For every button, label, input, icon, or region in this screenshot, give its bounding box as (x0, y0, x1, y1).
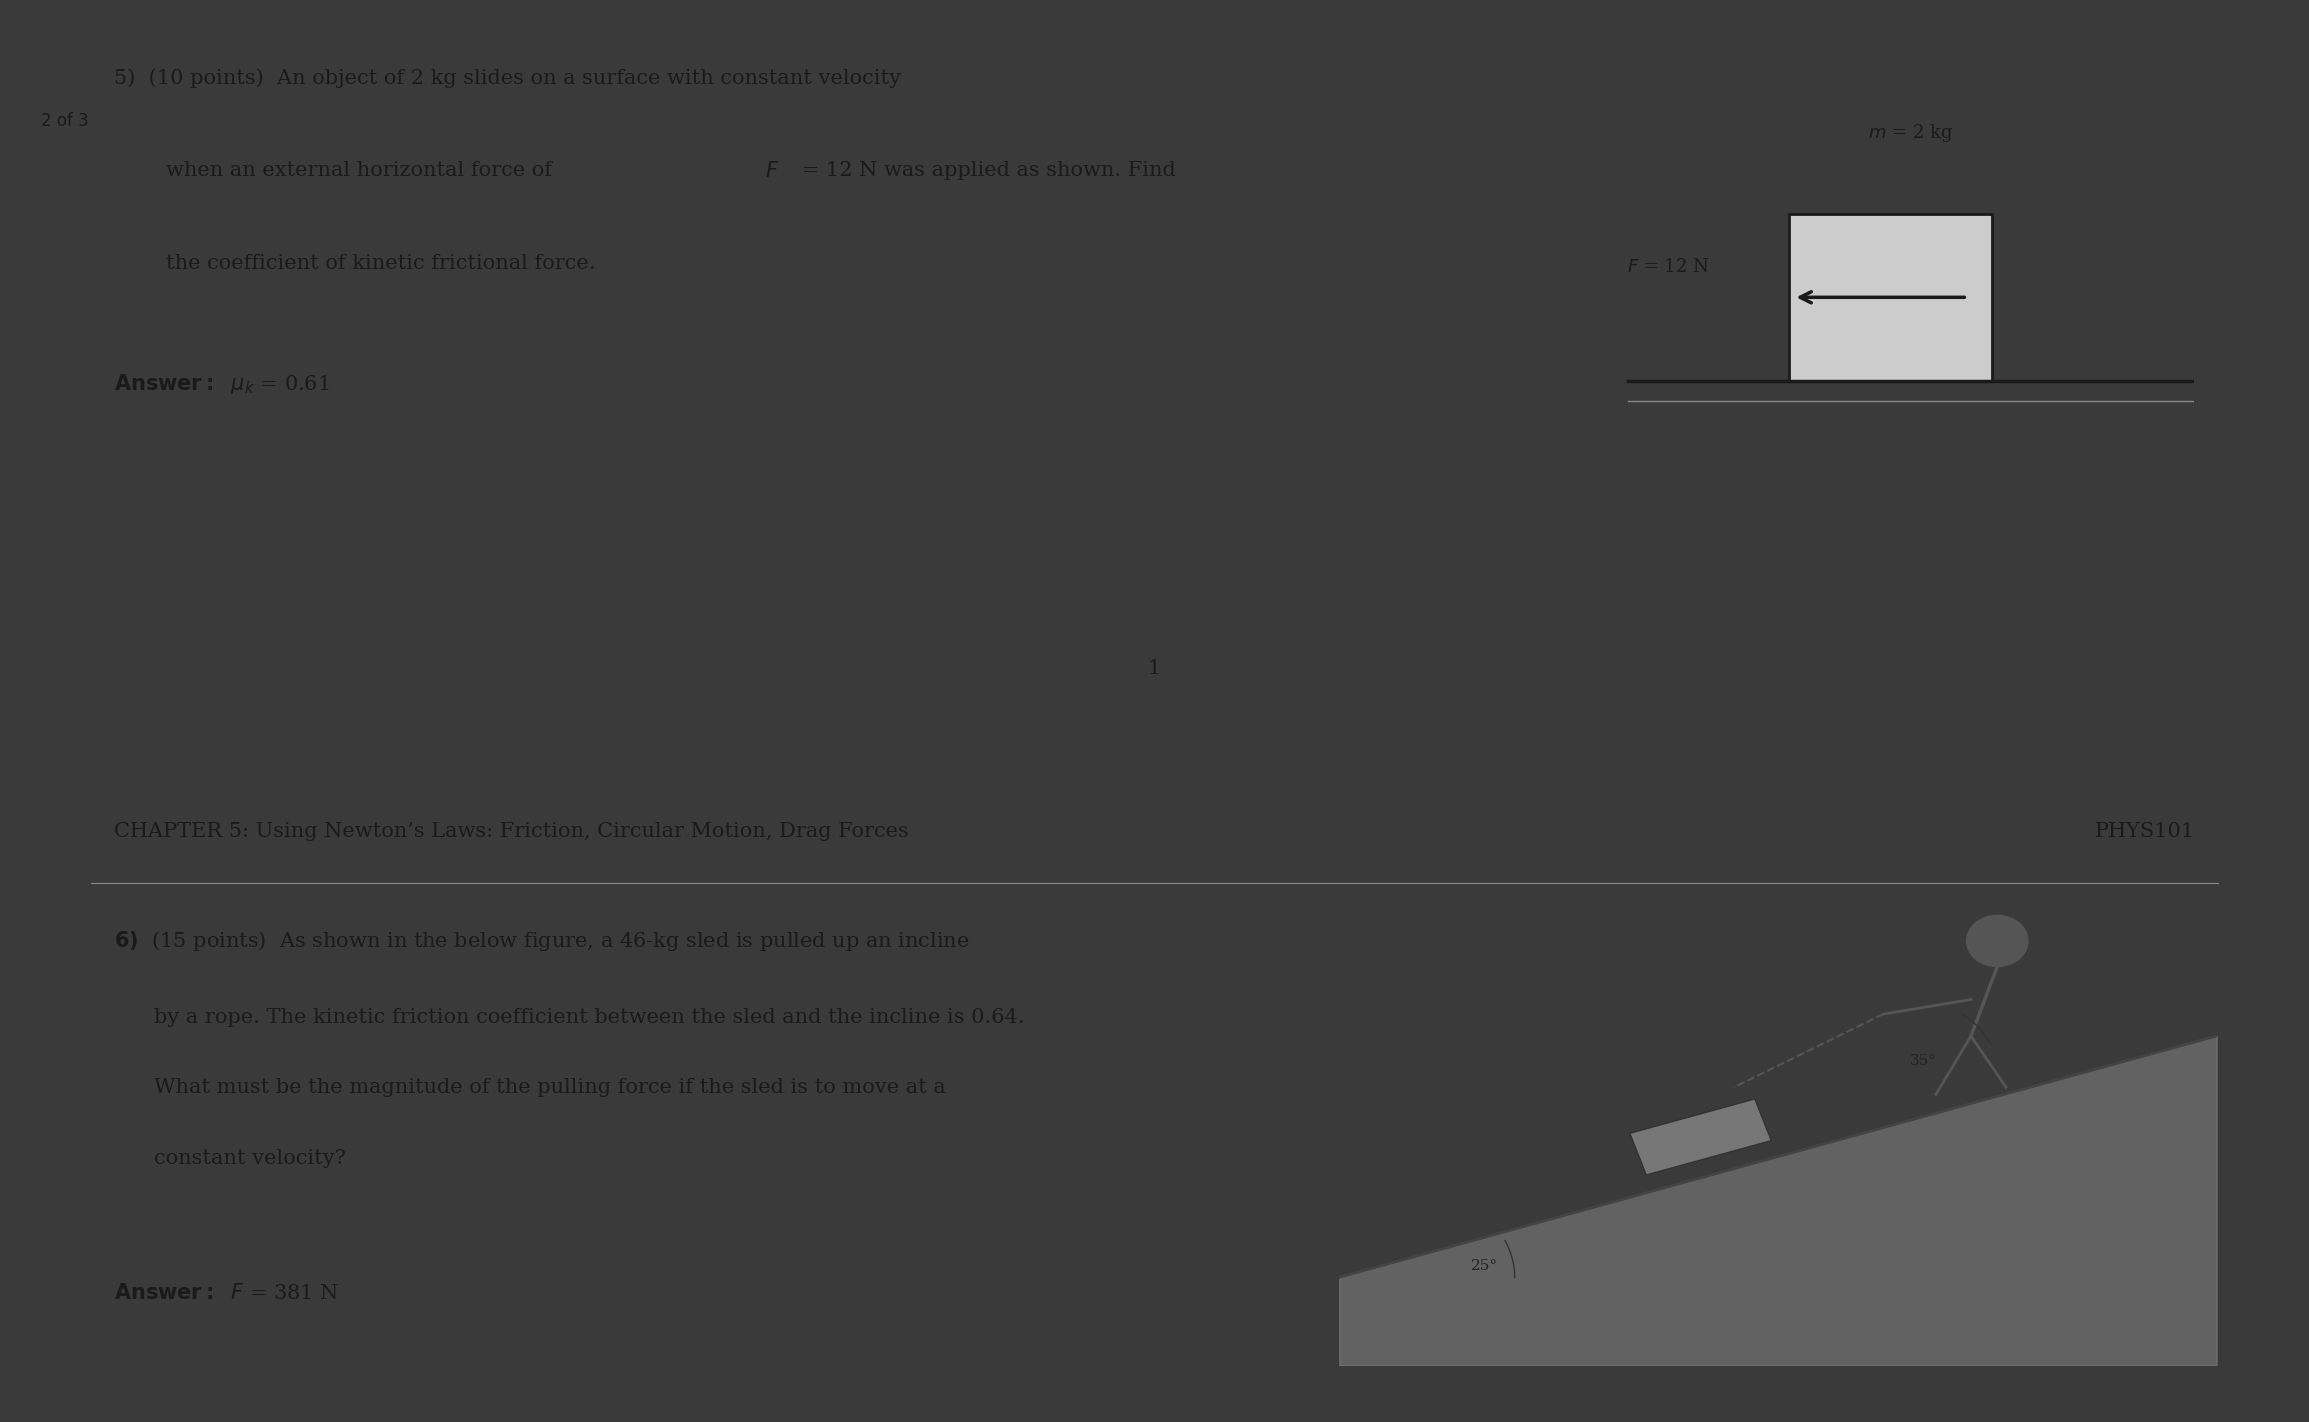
Text: when an external horizontal force of: when an external horizontal force of (166, 161, 559, 181)
Text: $\bf{Answer:}$  $F$ = 381 N: $\bf{Answer:}$ $F$ = 381 N (113, 1283, 339, 1303)
Text: 1: 1 (1148, 658, 1161, 678)
Text: constant velocity?: constant velocity? (155, 1149, 346, 1167)
Circle shape (1967, 916, 2027, 967)
Bar (1789, 213, 1990, 381)
Text: 35°: 35° (1910, 1054, 1937, 1068)
Text: = 12 N was applied as shown. Find: = 12 N was applied as shown. Find (794, 161, 1175, 181)
Text: $\bf{6)}$  (15 points)  As shown in the below figure, a 46-kg sled is pulled up : $\bf{6)}$ (15 points) As shown in the be… (113, 929, 970, 953)
Text: 5)  (10 points)  An object of 2 kg slides on a surface with constant velocity: 5) (10 points) An object of 2 kg slides … (113, 68, 901, 88)
Text: What must be the magnitude of the pulling force if the sled is to move at a: What must be the magnitude of the pullin… (155, 1078, 947, 1098)
Text: 25°: 25° (1471, 1258, 1499, 1273)
Text: $m$ = 2 kg: $m$ = 2 kg (1868, 122, 1953, 144)
Text: 2 of 3: 2 of 3 (42, 112, 90, 129)
Text: by a rope. The kinetic friction coefficient between the sled and the incline is : by a rope. The kinetic friction coeffici… (155, 1008, 1025, 1027)
Text: $F$: $F$ (764, 161, 780, 181)
Text: CHAPTER 5: Using Newton’s Laws: Friction, Circular Motion, Drag Forces: CHAPTER 5: Using Newton’s Laws: Friction… (113, 822, 907, 842)
Text: the coefficient of kinetic frictional force.: the coefficient of kinetic frictional fo… (166, 253, 596, 273)
Text: PHYS101: PHYS101 (2094, 822, 2196, 842)
Text: $\bf{Answer:}$  $\mu_k$ = 0.61: $\bf{Answer:}$ $\mu_k$ = 0.61 (113, 373, 330, 395)
Bar (1630, 1099, 1771, 1175)
Text: $F$ = 12 N: $F$ = 12 N (1628, 259, 1709, 276)
